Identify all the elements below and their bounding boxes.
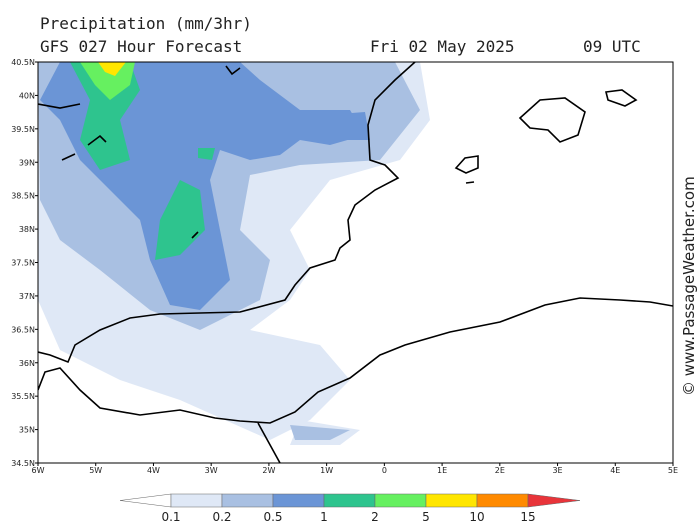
ibiza — [454, 155, 479, 174]
legend-label: 2 — [371, 510, 379, 524]
y-tick-label: 34.5N — [11, 459, 35, 468]
subtitle: GFS 027 Hour Forecast — [40, 37, 242, 56]
legend-label: 15 — [520, 510, 535, 524]
date: Fri 02 May 2025 — [370, 37, 515, 56]
legend-swatch — [221, 493, 274, 508]
y-tick-label: 38.5N — [11, 192, 35, 201]
legend-label: 1 — [320, 510, 328, 524]
y-tick-label: 35N — [19, 426, 35, 435]
y-tick-label: 40.5N — [11, 58, 35, 67]
precip-1-2 — [70, 62, 215, 260]
legend-label: 0.2 — [212, 510, 231, 524]
legend-label: 0.5 — [263, 510, 282, 524]
title: Precipitation (mm/3hr) — [40, 14, 252, 33]
x-tick-label: 2W — [262, 466, 275, 475]
x-tick-label: 4W — [147, 466, 160, 475]
y-tick-label: 36N — [19, 359, 35, 368]
x-tick-label: 3E — [552, 466, 562, 475]
spain-coast — [38, 62, 416, 364]
legend-extend-low — [119, 493, 172, 508]
watermark: © www.PassageWeather.com — [680, 176, 698, 396]
legend-swatch — [272, 493, 325, 508]
y-tick-label: 37.5N — [11, 259, 35, 268]
y-tick-label: 40N — [19, 91, 35, 100]
x-tick-label: 5E — [668, 466, 678, 475]
formentera — [465, 181, 475, 184]
y-tick-label: 39N — [19, 158, 35, 167]
x-tick-label: 0 — [382, 466, 387, 475]
africa-coast — [38, 297, 673, 424]
legend-label: 5 — [422, 510, 430, 524]
y-tick-label: 37N — [19, 292, 35, 301]
legend-label: 0.1 — [161, 510, 180, 524]
legend-swatch — [323, 493, 376, 508]
legend-swatch — [476, 493, 529, 508]
mallorca — [518, 97, 586, 143]
precip-5-10 — [98, 62, 126, 76]
y-tick-label: 35.5N — [11, 392, 35, 401]
x-tick-label: 4E — [610, 466, 620, 475]
legend-extend-high — [527, 493, 581, 508]
x-tick-label: 1E — [437, 466, 447, 475]
x-tick-label: 6W — [32, 466, 45, 475]
legend-label: 10 — [469, 510, 484, 524]
x-tick-label: 2E — [495, 466, 505, 475]
menorca — [605, 89, 638, 107]
legend: 0.1 0.2 0.5 1 2 5 10 15 — [119, 493, 581, 524]
precip-0-5 — [40, 62, 370, 310]
legend-swatch — [170, 493, 223, 508]
coastlines — [38, 62, 673, 463]
x-tick-label: 5W — [89, 466, 102, 475]
axes: 40.5N 40N 39.5N 39N 38.5N 38N 37.5N 37N 36.5N 36N… — [11, 58, 678, 475]
x-tick-label: 3W — [205, 466, 218, 475]
y-tick-label: 39.5N — [11, 125, 35, 134]
precip-field — [38, 62, 430, 445]
legend-swatch — [425, 493, 478, 508]
y-tick-label: 38N — [19, 225, 35, 234]
precip-2-5 — [80, 62, 135, 100]
x-tick-label: 1W — [320, 466, 333, 475]
inland-borders — [38, 65, 281, 463]
y-tick-label: 36.5N — [11, 325, 35, 334]
time: 09 UTC — [583, 37, 641, 56]
legend-swatch — [374, 493, 427, 508]
